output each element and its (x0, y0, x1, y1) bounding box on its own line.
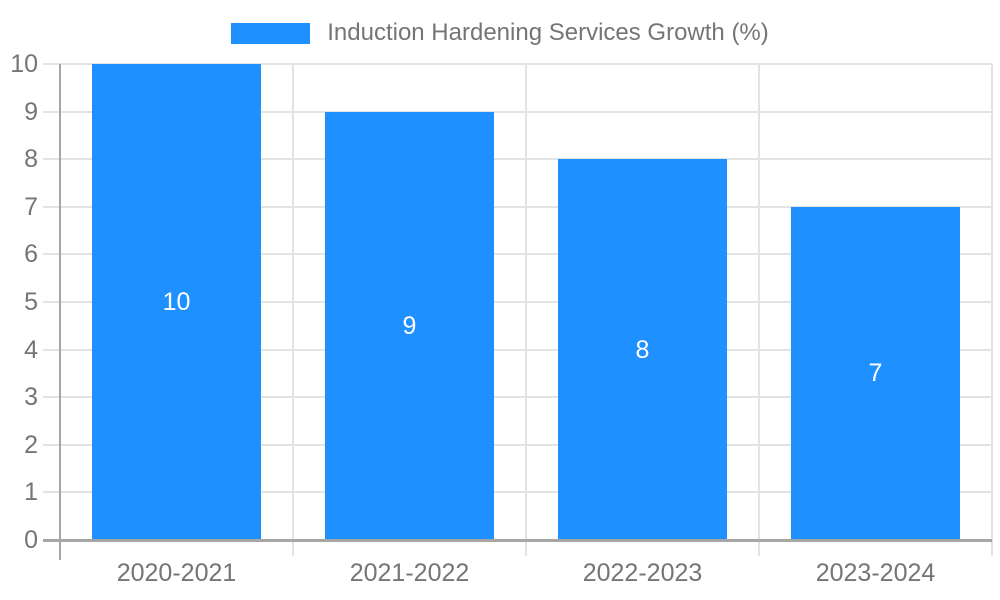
h-gridline (43, 301, 992, 303)
h-gridline (43, 205, 992, 208)
y-tick-label: 0 (24, 526, 38, 554)
bar (791, 206, 960, 540)
x-axis-line (43, 539, 992, 542)
h-gridline (43, 158, 992, 161)
x-category-label: 2021-2022 (349, 559, 470, 587)
y-axis-line (59, 64, 61, 560)
bar (92, 64, 261, 540)
bar-value-label: 7 (868, 359, 883, 388)
bar (325, 111, 494, 540)
v-gridline (525, 64, 527, 556)
y-tick-label: 9 (24, 97, 38, 126)
x-category-label: 2020-2021 (116, 559, 237, 587)
y-tick-label: 1 (24, 478, 38, 507)
legend: Induction Hardening Services Growth (%) (0, 10, 1000, 56)
bar (558, 159, 727, 540)
y-tick-label: 2 (24, 430, 38, 459)
v-gridline (991, 64, 993, 556)
h-gridline (43, 253, 992, 256)
h-gridline (43, 110, 992, 113)
bar-value-label: 9 (402, 311, 417, 340)
h-gridline (43, 396, 992, 399)
y-tick-label: 7 (24, 192, 38, 221)
y-tick-label: 10 (10, 50, 38, 78)
legend-label: Induction Hardening Services Growth (%) (327, 19, 769, 46)
h-gridline (43, 348, 992, 351)
y-tick-label: 5 (24, 288, 38, 316)
plot-area: 0 1 2 3 4 5 6 7 8 9 10 10 2020-2021 9 2021-2022 8 2022-2… (10, 50, 993, 587)
h-gridline (43, 443, 992, 446)
h-gridline (43, 63, 992, 65)
legend-swatch (231, 22, 311, 44)
y-tick-label: 4 (24, 335, 38, 364)
v-gridline (292, 64, 294, 556)
h-gridline (43, 491, 992, 494)
bar-value-label: 8 (635, 335, 650, 364)
y-tick-label: 3 (24, 383, 38, 412)
v-gridline (758, 64, 760, 556)
bar-value-label: 10 (162, 288, 191, 316)
y-tick-label: 6 (24, 240, 38, 269)
x-category-label: 2023-2024 (815, 559, 936, 587)
x-category-label: 2022-2023 (582, 559, 703, 587)
y-tick-label: 8 (24, 145, 38, 174)
